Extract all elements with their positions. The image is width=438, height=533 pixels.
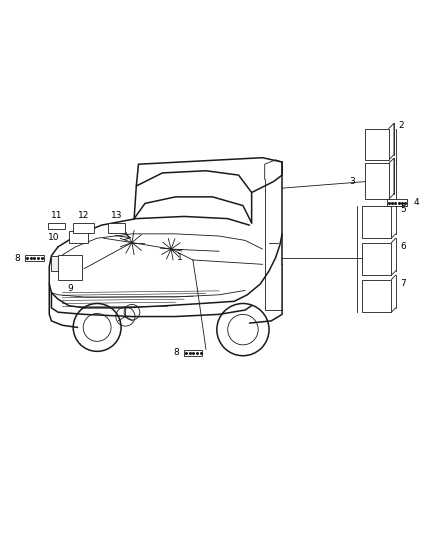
Text: 3: 3 [349,177,355,185]
Bar [362,206,391,238]
Bar [69,231,88,244]
Text: 11: 11 [51,211,62,220]
Bar [25,255,44,261]
Bar [108,223,124,232]
Text: 10: 10 [48,233,59,242]
Text: 13: 13 [110,211,122,220]
Text: 4: 4 [413,198,419,207]
Bar [73,223,94,232]
Text: 1: 1 [177,253,183,262]
Bar [184,350,202,356]
Text: 5: 5 [401,205,406,214]
Text: 7: 7 [401,279,406,288]
Bar [51,256,69,271]
Bar [48,223,65,229]
Bar [365,163,389,199]
Text: 2: 2 [398,120,404,130]
Text: 12: 12 [78,211,89,220]
Text: 6: 6 [401,243,406,252]
Bar [387,199,407,206]
Bar [362,243,391,275]
Text: 8: 8 [14,254,21,263]
Bar [362,279,391,312]
Text: 9: 9 [67,284,73,293]
Bar [365,128,389,160]
Bar [58,255,82,280]
Text: 8: 8 [173,348,179,357]
